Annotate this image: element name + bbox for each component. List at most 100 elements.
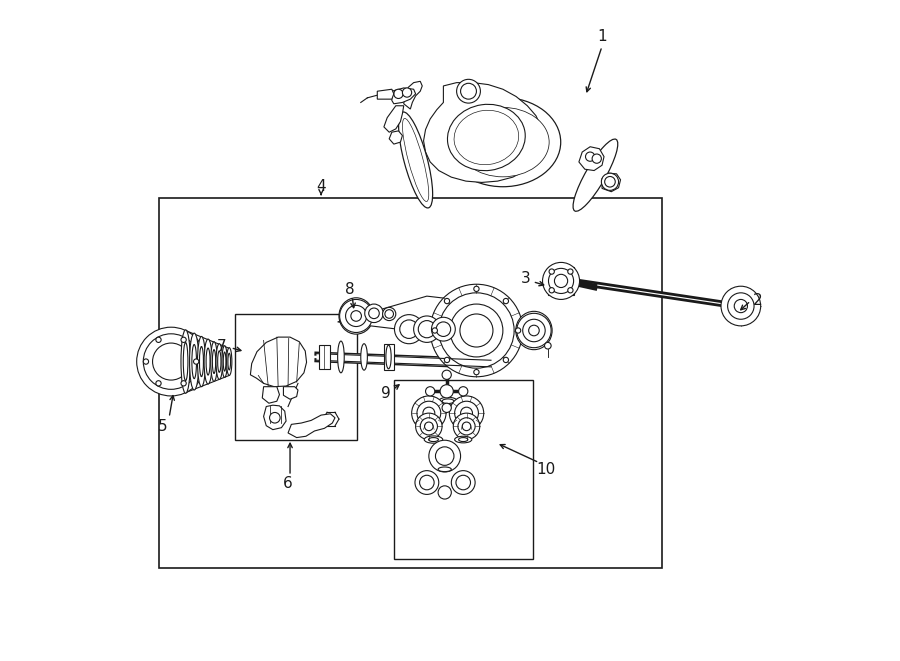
Ellipse shape xyxy=(459,438,468,442)
Circle shape xyxy=(454,413,480,440)
Circle shape xyxy=(436,322,451,336)
Text: 9: 9 xyxy=(381,386,391,401)
Circle shape xyxy=(721,286,760,326)
Circle shape xyxy=(440,385,454,398)
Circle shape xyxy=(364,304,383,323)
Ellipse shape xyxy=(454,110,518,165)
Polygon shape xyxy=(317,353,491,368)
Ellipse shape xyxy=(184,342,188,381)
Text: 4: 4 xyxy=(316,179,326,194)
Circle shape xyxy=(414,316,440,342)
Polygon shape xyxy=(320,345,329,369)
Circle shape xyxy=(445,358,450,363)
Circle shape xyxy=(445,298,450,303)
Circle shape xyxy=(460,314,493,347)
Ellipse shape xyxy=(573,139,617,212)
Ellipse shape xyxy=(439,397,457,405)
Circle shape xyxy=(411,396,446,430)
Circle shape xyxy=(473,369,479,375)
Circle shape xyxy=(451,471,475,494)
Circle shape xyxy=(415,471,439,494)
Circle shape xyxy=(503,358,508,363)
Ellipse shape xyxy=(197,336,205,387)
Circle shape xyxy=(351,311,362,321)
Ellipse shape xyxy=(206,348,210,375)
Circle shape xyxy=(548,268,573,293)
Ellipse shape xyxy=(216,344,222,379)
Ellipse shape xyxy=(227,348,232,375)
Ellipse shape xyxy=(190,333,199,390)
Polygon shape xyxy=(561,277,737,309)
Polygon shape xyxy=(392,88,416,104)
Circle shape xyxy=(369,308,379,319)
Circle shape xyxy=(454,401,479,425)
Circle shape xyxy=(523,319,545,342)
Circle shape xyxy=(438,486,451,499)
Polygon shape xyxy=(602,173,620,192)
Ellipse shape xyxy=(456,107,549,177)
Ellipse shape xyxy=(385,309,393,318)
Ellipse shape xyxy=(447,104,526,171)
Text: 8: 8 xyxy=(345,282,355,297)
Ellipse shape xyxy=(386,345,391,369)
Ellipse shape xyxy=(454,436,472,443)
Circle shape xyxy=(425,422,433,431)
Ellipse shape xyxy=(438,467,451,472)
Circle shape xyxy=(418,321,436,338)
Circle shape xyxy=(727,293,754,319)
Ellipse shape xyxy=(228,353,230,370)
Circle shape xyxy=(734,299,747,313)
Circle shape xyxy=(601,173,618,190)
Ellipse shape xyxy=(192,344,196,379)
Circle shape xyxy=(528,325,539,336)
Circle shape xyxy=(461,407,472,419)
Bar xyxy=(235,314,357,440)
Circle shape xyxy=(269,412,280,423)
Polygon shape xyxy=(262,387,280,403)
Ellipse shape xyxy=(211,342,217,381)
Ellipse shape xyxy=(399,112,433,208)
Circle shape xyxy=(517,313,551,348)
Circle shape xyxy=(586,152,595,161)
Polygon shape xyxy=(250,337,307,387)
Ellipse shape xyxy=(218,351,221,372)
Circle shape xyxy=(449,396,483,430)
Ellipse shape xyxy=(222,346,227,377)
Circle shape xyxy=(442,370,451,379)
Circle shape xyxy=(463,422,471,431)
Circle shape xyxy=(436,447,454,465)
Circle shape xyxy=(516,328,521,333)
Circle shape xyxy=(431,317,455,341)
Circle shape xyxy=(420,418,437,435)
Circle shape xyxy=(459,387,468,396)
Circle shape xyxy=(143,334,199,389)
Circle shape xyxy=(181,381,186,386)
Circle shape xyxy=(549,269,554,274)
Circle shape xyxy=(456,79,481,103)
Circle shape xyxy=(549,288,554,293)
Circle shape xyxy=(194,359,199,364)
Circle shape xyxy=(432,328,437,333)
Polygon shape xyxy=(264,405,286,430)
Circle shape xyxy=(461,83,476,99)
Circle shape xyxy=(605,176,616,187)
Circle shape xyxy=(156,337,161,342)
Circle shape xyxy=(544,342,551,349)
Bar xyxy=(159,198,662,568)
Polygon shape xyxy=(284,387,298,399)
Circle shape xyxy=(143,359,148,364)
Circle shape xyxy=(568,288,573,293)
Text: 1: 1 xyxy=(598,29,607,44)
Ellipse shape xyxy=(181,330,190,393)
Polygon shape xyxy=(404,81,422,109)
Circle shape xyxy=(430,284,523,377)
Ellipse shape xyxy=(338,341,344,373)
Circle shape xyxy=(156,381,161,386)
Circle shape xyxy=(152,343,190,380)
Text: 5: 5 xyxy=(158,419,167,434)
Ellipse shape xyxy=(402,118,428,202)
Ellipse shape xyxy=(382,307,396,321)
Ellipse shape xyxy=(361,344,367,370)
Circle shape xyxy=(400,320,419,338)
Circle shape xyxy=(554,274,568,288)
